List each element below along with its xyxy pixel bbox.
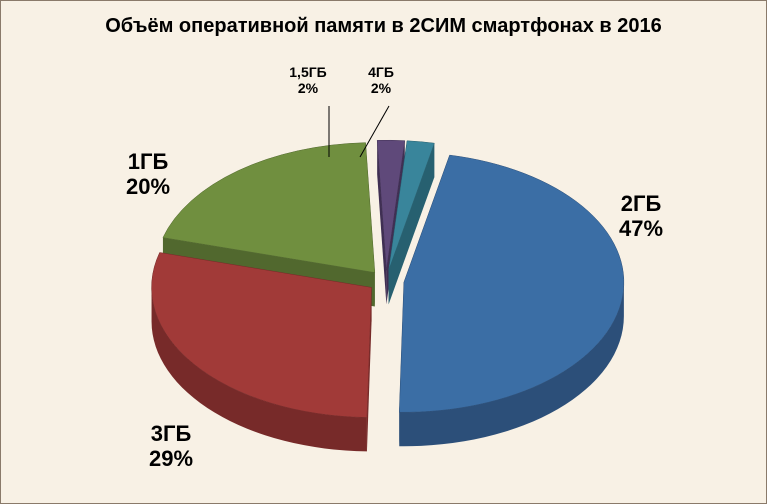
slice-label: 3ГБ29% [111, 421, 231, 472]
slice-label-name: 2ГБ [581, 191, 701, 216]
slice-label: 4ГБ2% [321, 64, 441, 96]
chart-container: Объём оперативной памяти в 2СИМ смартфон… [0, 0, 767, 504]
slice-label: 1ГБ20% [88, 149, 208, 200]
slice-label-name: 4ГБ [321, 64, 441, 80]
slice-label-value: 2% [321, 80, 441, 96]
slice-label-value: 29% [111, 446, 231, 471]
slice-label-value: 20% [88, 174, 208, 199]
slice-label-value: 47% [581, 216, 701, 241]
slice-label-name: 1ГБ [88, 149, 208, 174]
slice-label-name: 3ГБ [111, 421, 231, 446]
slice-label: 2ГБ47% [581, 191, 701, 242]
